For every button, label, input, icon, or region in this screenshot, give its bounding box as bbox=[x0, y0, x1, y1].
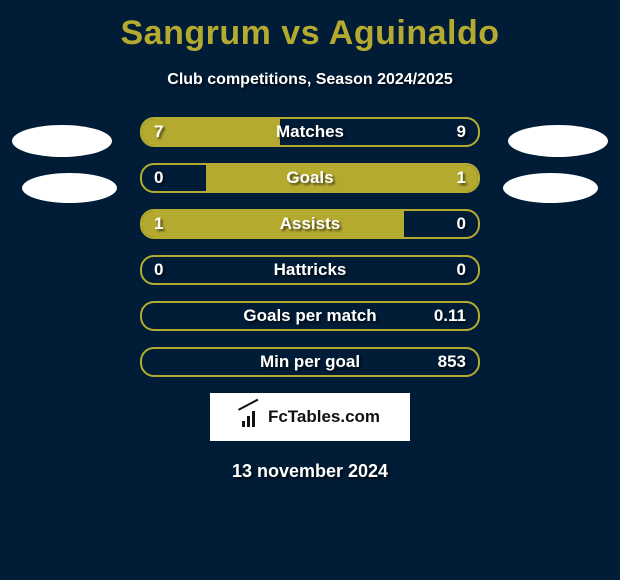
stat-row: 1Assists0 bbox=[140, 209, 480, 239]
page-title: Sangrum vs Aguinaldo bbox=[0, 0, 620, 53]
club-left-logo-placeholder bbox=[22, 173, 117, 203]
stat-value-right: 0 bbox=[457, 214, 466, 234]
stat-label: Goals per match bbox=[142, 306, 478, 326]
subtitle: Club competitions, Season 2024/2025 bbox=[0, 71, 620, 89]
player-right-photo-placeholder bbox=[508, 125, 608, 157]
stat-value-left: 0 bbox=[154, 260, 163, 280]
stat-row: 0Hattricks0 bbox=[140, 255, 480, 285]
stat-value-right: 0 bbox=[457, 260, 466, 280]
stat-row: 7Matches9 bbox=[140, 117, 480, 147]
brand-badge: FcTables.com bbox=[210, 393, 410, 441]
stat-value-right: 853 bbox=[438, 352, 466, 372]
stat-row: Min per goal853 bbox=[140, 347, 480, 377]
date-text: 13 november 2024 bbox=[0, 461, 620, 482]
brand-text: FcTables.com bbox=[268, 407, 380, 427]
stat-bars: 7Matches90Goals11Assists00Hattricks0Goal… bbox=[140, 117, 480, 377]
stat-value-right: 9 bbox=[457, 122, 466, 142]
comparison-area: 7Matches90Goals11Assists00Hattricks0Goal… bbox=[0, 117, 620, 482]
stat-fill-right bbox=[206, 165, 478, 191]
stat-row: 0Goals1 bbox=[140, 163, 480, 193]
player-left-photo-placeholder bbox=[12, 125, 112, 157]
chart-bars-icon bbox=[240, 407, 262, 427]
stat-row: Goals per match0.11 bbox=[140, 301, 480, 331]
stat-fill-left bbox=[142, 211, 404, 237]
stat-fill-left bbox=[142, 119, 280, 145]
stat-value-right: 0.11 bbox=[434, 306, 466, 326]
club-right-logo-placeholder bbox=[503, 173, 598, 203]
stat-label: Min per goal bbox=[142, 352, 478, 372]
stat-label: Hattricks bbox=[142, 260, 478, 280]
stat-value-left: 0 bbox=[154, 168, 163, 188]
